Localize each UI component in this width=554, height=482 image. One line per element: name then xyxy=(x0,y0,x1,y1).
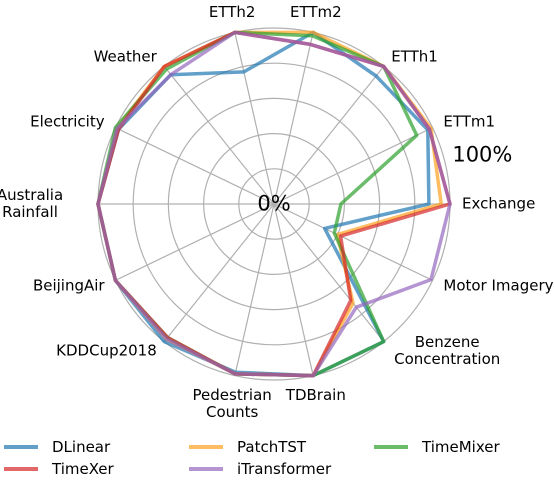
grid-spoke xyxy=(273,203,433,281)
category-label: ETTm1 xyxy=(443,112,496,131)
grid-spoke xyxy=(273,127,433,205)
legend-label: TimeXer xyxy=(51,460,115,478)
category-label: KDDCup2018 xyxy=(56,341,157,360)
category-label: Australia Rainfall xyxy=(0,186,64,221)
r-tick-label: 100% xyxy=(452,142,513,167)
category-label: Exchange xyxy=(462,194,536,213)
grid-spoke xyxy=(163,66,275,205)
category-label: Pedestrian Counts xyxy=(192,386,272,422)
grid-spoke xyxy=(273,203,385,342)
category-label: ETTh1 xyxy=(391,47,438,66)
category-label: Weather xyxy=(93,47,157,66)
category-label: Benzene Concentration xyxy=(394,332,501,368)
category-label: Motor Imagery xyxy=(443,276,554,295)
grid-spoke xyxy=(273,203,314,376)
series-line xyxy=(96,30,452,378)
grid-spoke xyxy=(234,32,275,205)
category-label: ETTh2 xyxy=(208,2,256,21)
grid-spoke xyxy=(273,32,314,205)
category-label: TDBrain xyxy=(285,386,346,405)
grid-spoke xyxy=(234,203,275,376)
r-tick-label: 0% xyxy=(257,191,291,216)
legend-label: PatchTST xyxy=(237,438,307,456)
legend-label: DLinear xyxy=(52,438,111,456)
legend-label: TimeMixer xyxy=(421,438,500,456)
grid-spoke xyxy=(115,127,275,205)
category-label: ETTm2 xyxy=(289,2,342,21)
category-label: BeijingAir xyxy=(32,276,105,295)
grid-spoke xyxy=(273,66,385,205)
grid-spoke xyxy=(115,203,275,281)
grid-spoke xyxy=(163,203,275,342)
category-label: Electricity xyxy=(30,112,105,131)
legend-label: iTransformer xyxy=(237,460,332,478)
